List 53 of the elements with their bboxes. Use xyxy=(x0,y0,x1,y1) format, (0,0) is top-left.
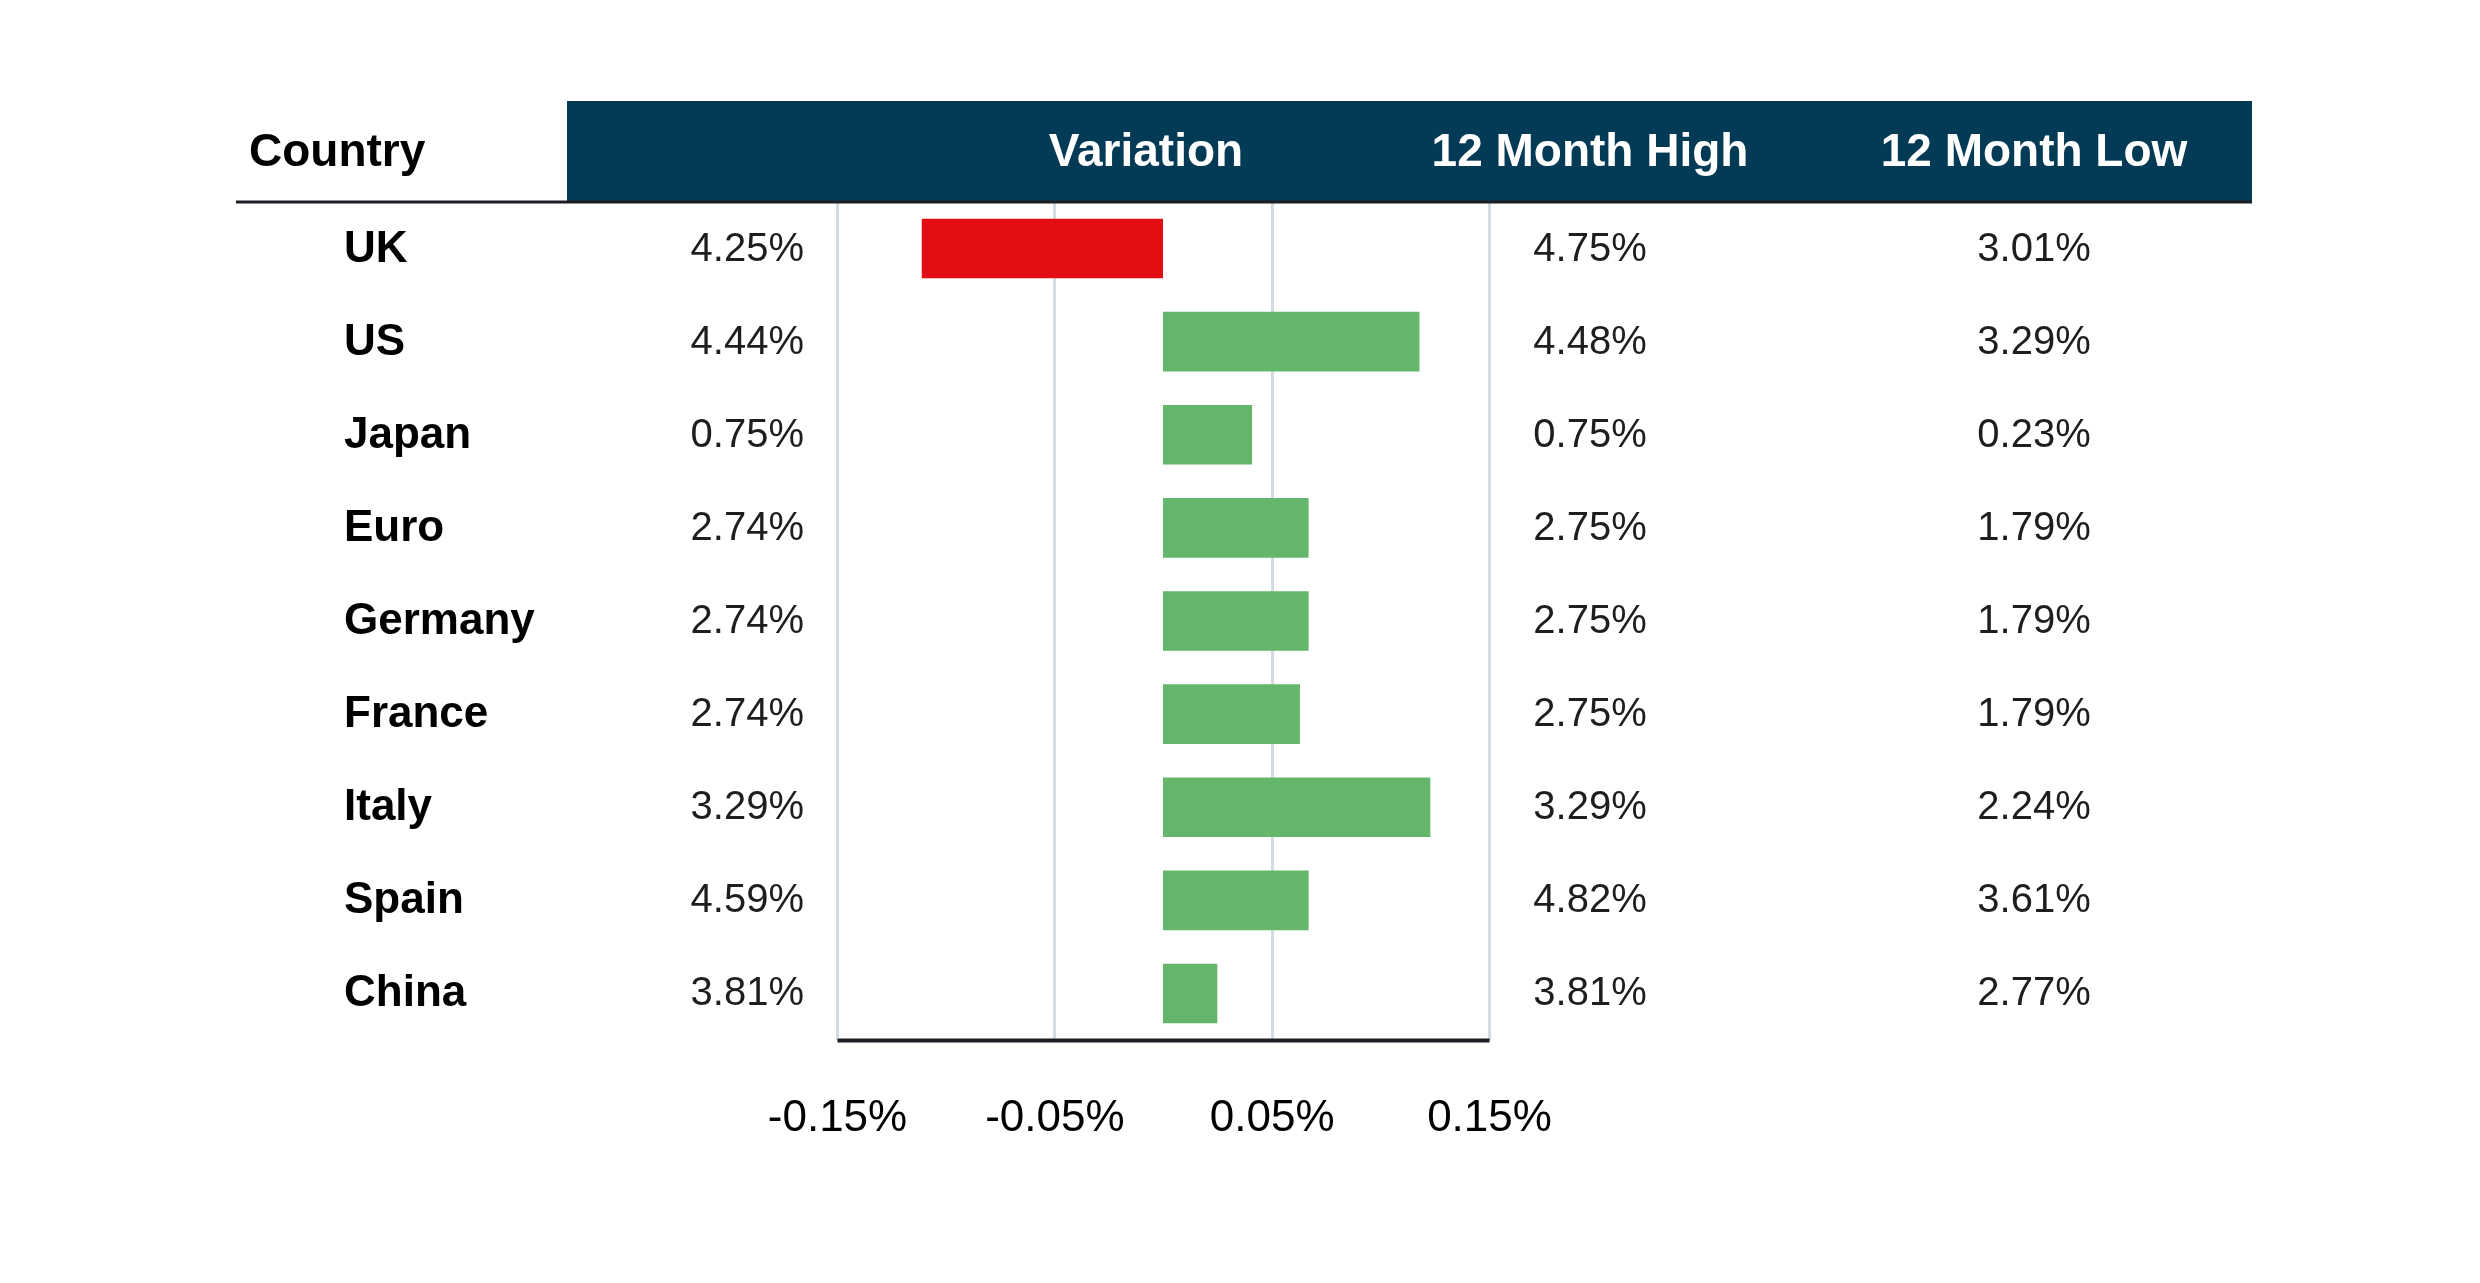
text: 3.81% xyxy=(690,969,804,1014)
text: 3.29% xyxy=(1977,317,2091,362)
text: 3.29% xyxy=(1533,783,1647,828)
text: 1.79% xyxy=(1977,503,2091,548)
text: 0.75% xyxy=(1533,410,1647,455)
chart-title: Variation xyxy=(1048,123,1244,176)
text: 2.77% xyxy=(1977,969,2091,1014)
x-tick-label: 0.15% xyxy=(1427,1090,1552,1140)
bar xyxy=(1163,498,1309,558)
text: 12 Month Low xyxy=(1880,123,2188,176)
text: China xyxy=(344,966,467,1016)
text: 2.74% xyxy=(690,597,804,641)
text: 4.82% xyxy=(1533,876,1647,921)
bar xyxy=(1163,777,1431,838)
text: 1.79% xyxy=(1977,597,2091,641)
text: 2.75% xyxy=(1533,503,1647,548)
bar xyxy=(1163,591,1309,651)
text: Japan xyxy=(344,407,472,457)
x-tick-label: -0.05% xyxy=(985,1090,1125,1140)
text: 3.29% xyxy=(690,783,804,828)
text: UK xyxy=(344,221,408,271)
text: 0.75% xyxy=(690,410,804,455)
text: Country xyxy=(249,123,426,176)
text: 12 Month High xyxy=(1431,123,1749,176)
x-tick-label: 0.05% xyxy=(1209,1090,1335,1140)
bar xyxy=(1163,684,1300,744)
text: 4.59% xyxy=(690,876,804,921)
text: 3.61% xyxy=(1977,876,2091,921)
text: US xyxy=(344,314,406,364)
text: France xyxy=(344,687,489,737)
bar xyxy=(1163,404,1253,465)
text: 2.24% xyxy=(1977,783,2091,828)
text: 4.44% xyxy=(690,317,804,362)
bar xyxy=(1163,963,1218,1024)
text: Germany xyxy=(344,594,536,643)
text: 2.75% xyxy=(1533,690,1647,735)
text: Italy xyxy=(344,780,433,830)
text: 2.74% xyxy=(690,690,804,735)
text: 1.79% xyxy=(1977,690,2091,735)
bar xyxy=(1163,311,1420,372)
x-tick-label: -0.15% xyxy=(767,1090,908,1140)
text: 3.01% xyxy=(1977,224,2091,269)
text: 3.81% xyxy=(1533,969,1647,1014)
text: Euro xyxy=(344,500,445,550)
text: 4.75% xyxy=(1533,224,1647,269)
text: Spain xyxy=(344,873,464,923)
text: 2.74% xyxy=(690,503,804,548)
text: 4.25% xyxy=(690,224,804,269)
bar xyxy=(1163,870,1309,931)
text: 0.23% xyxy=(1977,410,2091,455)
bar xyxy=(921,218,1163,279)
text: 2.75% xyxy=(1533,597,1647,641)
text: 4.48% xyxy=(1533,317,1647,362)
